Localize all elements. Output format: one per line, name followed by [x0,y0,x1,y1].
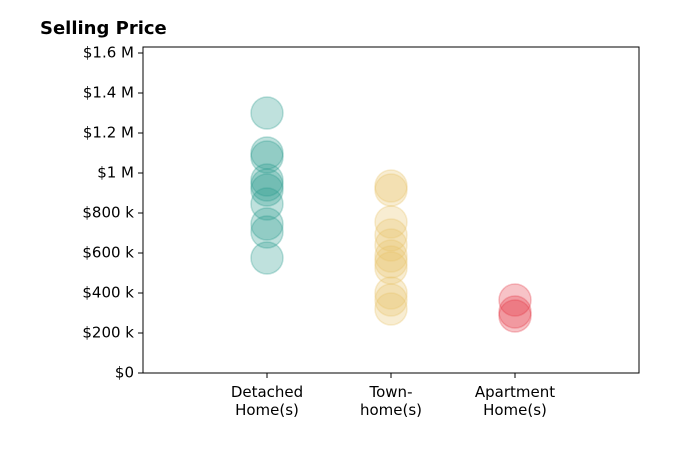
point [374,276,408,310]
point [250,168,284,202]
plot-frame [142,46,640,374]
point [250,163,284,197]
y-tick-label: $400 k [82,284,134,302]
point [374,239,408,273]
point [374,245,408,279]
y-tick-label: $1.4 M [83,84,134,102]
y-tick-label: $1 M [97,164,134,182]
point [250,241,284,275]
y-tick-label: $200 k [82,324,134,342]
y-tick-label: $800 k [82,204,134,222]
point [374,228,408,262]
x-tick-label: Detached Home(s) [230,383,304,419]
point [374,292,408,326]
point [250,173,284,207]
point [374,173,408,207]
point [250,207,284,241]
point [250,187,284,221]
point [250,96,284,130]
y-tick-label: $1.2 M [83,124,134,142]
y-tick-label: $600 k [82,244,134,262]
point [250,136,284,170]
point [498,283,532,317]
point [498,295,532,329]
point [374,251,408,285]
chart-title: Selling Price [40,18,167,39]
point [374,169,408,203]
point [374,218,408,252]
point [250,140,284,174]
x-tick-label: Apartment Home(s) [474,383,556,419]
x-tick-label: Town- home(s) [359,383,423,419]
point [374,205,408,239]
y-tick-label: $0 [115,364,134,382]
y-tick-label: $1.6 M [83,44,134,62]
point [374,283,408,317]
point [498,299,532,333]
point [250,215,284,249]
